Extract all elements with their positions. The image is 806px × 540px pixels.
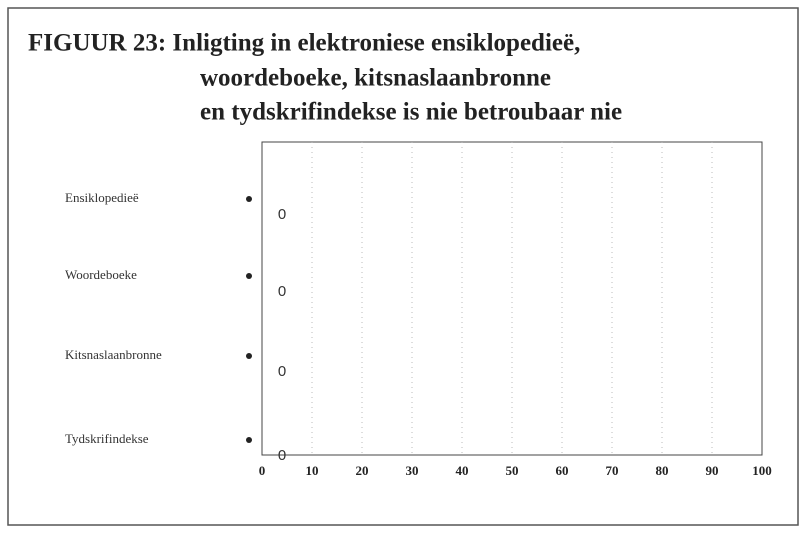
x-tick-label: 60 xyxy=(556,463,569,478)
marker xyxy=(246,353,252,359)
x-tick-label: 80 xyxy=(656,463,669,478)
data-label: 0 xyxy=(278,447,286,464)
y-tick-label: Tydskrifindekse xyxy=(65,431,149,446)
data-label: 0 xyxy=(278,283,286,300)
marker xyxy=(246,273,252,279)
x-tick-label: 70 xyxy=(606,463,619,478)
x-tick-label: 30 xyxy=(406,463,419,478)
frame xyxy=(7,7,799,526)
marker xyxy=(246,196,252,202)
data-label: 0 xyxy=(278,206,286,223)
marker xyxy=(246,437,252,443)
x-tick-label: 20 xyxy=(356,463,369,478)
chart-title: en tydskrifindekse is nie betroubaar nie xyxy=(200,99,622,126)
data-label: 0 xyxy=(278,363,286,380)
x-tick-label: 100 xyxy=(752,463,772,478)
x-tick-label: 50 xyxy=(506,463,519,478)
y-tick-label: Woordeboeke xyxy=(65,267,137,282)
x-tick-label: 90 xyxy=(706,463,719,478)
chart-title: woordeboeke, kitsnaslaanbronne xyxy=(200,65,551,92)
x-tick-label: 0 xyxy=(259,463,266,478)
x-tick-label: 40 xyxy=(456,463,469,478)
y-tick-label: Kitsnaslaanbronne xyxy=(65,347,162,362)
y-tick-label: Ensiklopedieë xyxy=(65,190,139,205)
chart-title: FIGUUR 23: Inligting in elektroniese ens… xyxy=(28,30,580,57)
x-tick-label: 10 xyxy=(306,463,319,478)
